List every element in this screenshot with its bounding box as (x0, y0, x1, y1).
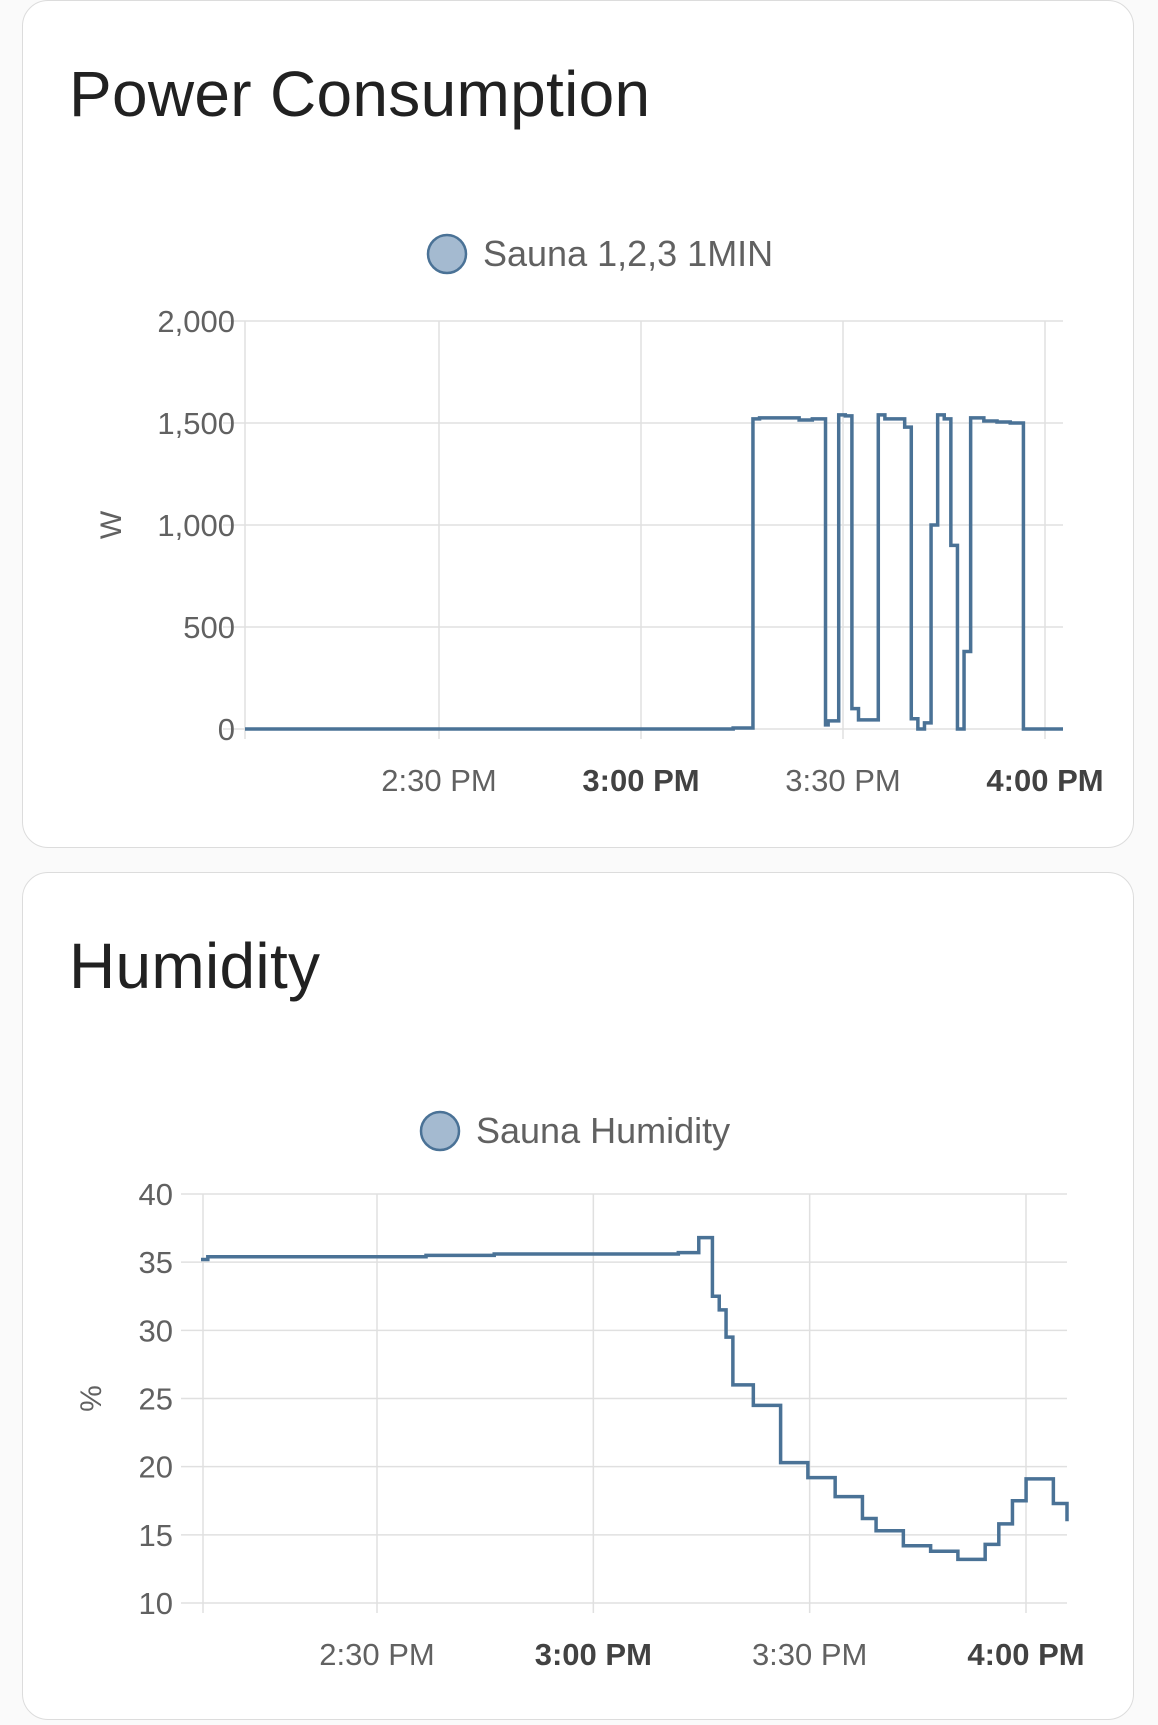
power-consumption-chart[interactable]: Sauna 1,2,3 1MIN 0 500 1,000 1,500 2,000 2:30 … (23, 1, 1135, 849)
x-tick-label: 3:30 PM (752, 1637, 867, 1672)
legend-label[interactable]: Sauna Humidity (476, 1110, 730, 1151)
y-axis-title: W (95, 510, 128, 539)
x-tick-label: 4:00 PM (986, 763, 1103, 798)
series-line[interactable] (245, 413, 1063, 731)
y-tick-label: 2,000 (157, 304, 235, 339)
x-tick-label: 2:30 PM (381, 763, 496, 798)
humidity-card: Humidity Sauna Humidity 10 15 20 25 30 35 40 2:3… (22, 872, 1134, 1720)
y-tick-label: 20 (139, 1450, 173, 1485)
y-tick-label: 10 (139, 1586, 173, 1621)
card-title: Humidity (69, 930, 321, 1002)
y-axis-title: % (75, 1385, 108, 1412)
x-tick-label: 3:30 PM (785, 763, 900, 798)
x-tick-label: 4:00 PM (967, 1637, 1084, 1672)
series-line[interactable] (201, 1235, 1069, 1562)
legend[interactable]: Sauna Humidity (419, 1110, 730, 1152)
y-tick-label: 500 (183, 610, 235, 645)
humidity-chart[interactable]: Sauna Humidity 10 15 20 25 30 35 40 2:30 PM 3:00 … (23, 873, 1135, 1721)
legend-label[interactable]: Sauna 1,2,3 1MIN (483, 233, 773, 274)
y-tick-label: 1,500 (157, 406, 235, 441)
legend[interactable]: Sauna 1,2,3 1MIN (426, 233, 773, 275)
legend-dot-icon[interactable] (419, 1110, 461, 1152)
y-tick-label: 40 (139, 1177, 173, 1212)
x-tick-label: 3:00 PM (535, 1637, 652, 1672)
y-tick-label: 0 (218, 712, 235, 747)
x-tick-label: 2:30 PM (319, 1637, 434, 1672)
x-tick-label: 3:00 PM (582, 763, 699, 798)
y-tick-label: 15 (139, 1518, 173, 1553)
y-tick-label: 35 (139, 1245, 173, 1280)
card-title: Power Consumption (69, 58, 651, 130)
y-tick-label: 30 (139, 1313, 173, 1348)
y-tick-label: 25 (139, 1382, 173, 1417)
legend-dot-icon[interactable] (426, 233, 468, 275)
y-tick-label: 1,000 (157, 508, 235, 543)
power-consumption-card: Power Consumption Sauna 1,2,3 1MIN 0 500 1,… (22, 0, 1134, 848)
